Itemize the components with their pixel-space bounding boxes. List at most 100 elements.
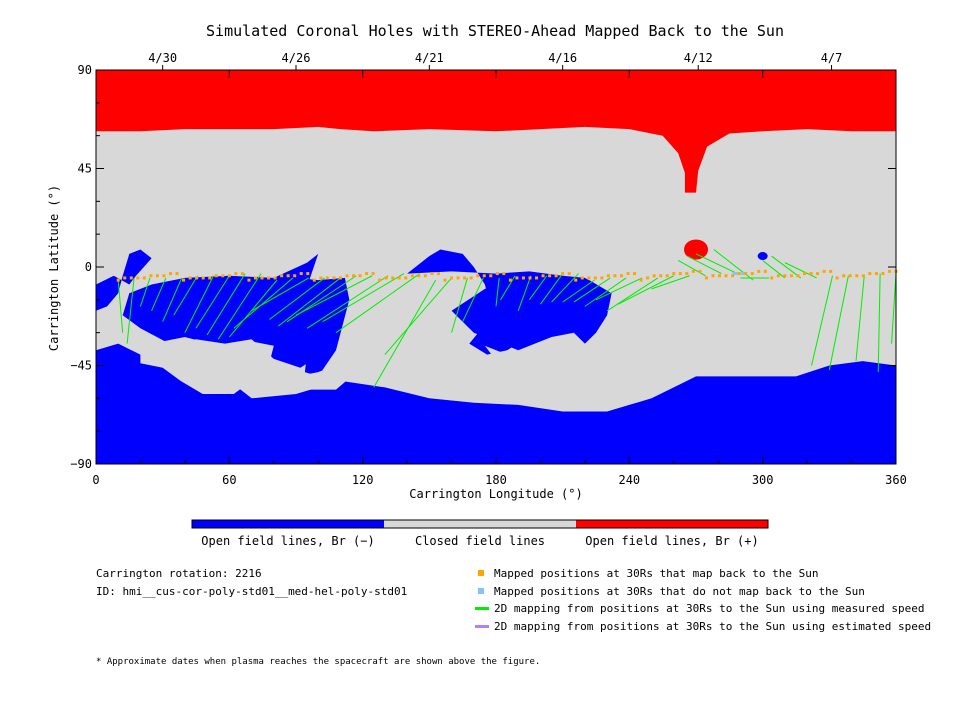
mapped-position-point xyxy=(489,274,493,278)
mapped-position-point xyxy=(423,274,427,278)
date-tick-label: 4/12 xyxy=(684,51,713,65)
mapped-position-point xyxy=(280,274,284,278)
x-tick-label: 360 xyxy=(885,473,907,487)
mapped-position-point xyxy=(410,274,414,278)
mapped-position-point xyxy=(436,272,440,276)
mapped-position-point xyxy=(587,276,591,280)
mapped-position-point xyxy=(253,276,257,280)
mapped-position-point xyxy=(182,278,186,282)
mapped-position-point xyxy=(338,276,342,280)
mapped-position-point xyxy=(502,272,506,276)
mapped-position-point xyxy=(724,274,728,278)
x-tick-label: 0 xyxy=(92,473,99,487)
mapped-position-point xyxy=(868,272,872,276)
mapping-line-measured xyxy=(462,277,484,322)
mapped-position-point xyxy=(626,272,630,276)
model-id: ID: hmi__cus-cor-poly-std01__med-hel-pol… xyxy=(96,585,407,598)
mapping-line-measured xyxy=(584,277,627,307)
mapping-line-measured xyxy=(762,260,786,279)
unmapped-position-point xyxy=(732,272,736,276)
mapping-line-measured xyxy=(551,273,579,303)
mapped-position-point xyxy=(731,274,735,278)
mapping-line-measured xyxy=(562,279,595,303)
mapping-line-measured xyxy=(117,280,124,333)
mapped-position-point xyxy=(593,276,597,280)
y-tick-label: 0 xyxy=(85,260,92,274)
mapped-position-point xyxy=(874,272,878,276)
mapped-position-point xyxy=(887,269,891,273)
mapped-position-point xyxy=(201,276,205,280)
closed-field-island xyxy=(140,337,274,394)
mapping-line-measured xyxy=(500,275,516,301)
date-tick-label: 4/21 xyxy=(415,51,444,65)
mapped-position-point xyxy=(358,274,362,278)
mapped-position-point xyxy=(195,276,199,280)
mapping-line-measured xyxy=(373,279,437,388)
mapped-position-point xyxy=(214,274,218,278)
mapping-line-measured xyxy=(233,277,294,329)
mapped-position-point xyxy=(469,276,473,280)
mapped-position-point xyxy=(169,272,173,276)
mapped-position-point xyxy=(267,276,271,280)
closed-field-island xyxy=(296,363,352,390)
mapped-position-point xyxy=(802,272,806,276)
mapping-line-measured xyxy=(877,273,881,373)
mapped-position-point xyxy=(136,276,140,280)
mapping-line-measured xyxy=(891,273,897,344)
legend-measured: 2D mapping from positions at 30Rs to the… xyxy=(494,602,925,615)
mapped-position-point xyxy=(613,274,617,278)
mapped-position-point xyxy=(842,274,846,278)
mapping-line-measured xyxy=(617,275,675,305)
mapped-position-point xyxy=(456,276,460,280)
mapped-position-point xyxy=(188,276,192,280)
mapped-position-point xyxy=(515,276,519,280)
mapped-position-point xyxy=(508,278,512,282)
colorbar-closed xyxy=(384,520,576,528)
mapped-position-point xyxy=(345,274,349,278)
mapping-line-measured xyxy=(277,277,341,327)
mapping-line-measured xyxy=(335,273,421,334)
x-tick-label: 240 xyxy=(618,473,640,487)
mapped-position-point xyxy=(600,276,604,280)
x-tick-label: 180 xyxy=(485,473,507,487)
mapped-position-point xyxy=(162,274,166,278)
colorbar-positive xyxy=(576,520,768,528)
colorbar-negative xyxy=(192,520,384,528)
mapping-line-measured xyxy=(528,275,548,301)
mapped-position-point xyxy=(541,274,545,278)
mapped-position-point xyxy=(633,272,637,276)
mapped-position-point xyxy=(371,272,375,276)
mapped-position-point xyxy=(665,274,669,278)
mapped-position-point xyxy=(129,276,133,280)
mapped-position-point xyxy=(352,274,356,278)
mapped-position-point xyxy=(829,269,833,273)
mapping-line-measured xyxy=(206,273,246,336)
mapped-position-point xyxy=(535,276,539,280)
mapped-position-point xyxy=(528,276,532,280)
low-latitude-coronal-hole xyxy=(451,275,612,351)
mapping-line-measured xyxy=(269,277,325,320)
x-tick-label: 60 xyxy=(222,473,236,487)
legend-estimated: 2D mapping from positions at 30Rs to the… xyxy=(494,620,932,633)
colorbar-label-positive: Open field lines, Br (+) xyxy=(585,534,758,548)
mapped-position-point xyxy=(711,274,715,278)
mapped-position-point xyxy=(260,276,264,280)
mapped-position-point xyxy=(809,272,813,276)
mapped-position-point xyxy=(404,276,408,280)
mapping-line-measured xyxy=(855,275,865,362)
colorbar-label-negative: Open field lines, Br (−) xyxy=(201,534,374,548)
mapping-line-measured xyxy=(828,275,849,370)
rotation-value: 2216 xyxy=(235,567,262,580)
mapping-line-measured xyxy=(151,277,167,311)
mapped-position-point xyxy=(770,276,774,280)
mapping-line-measured xyxy=(651,275,690,290)
mapped-position-point xyxy=(783,274,787,278)
mapping-line-measured xyxy=(228,279,278,338)
y-tick-label: 45 xyxy=(78,162,92,176)
mapped-position-point xyxy=(580,276,584,280)
mapping-line-measured xyxy=(195,275,230,329)
unmapped-position-point xyxy=(741,272,745,276)
mapped-position-point xyxy=(325,276,329,280)
mapping-line-measured xyxy=(811,275,833,366)
mapped-position-point xyxy=(659,274,663,278)
